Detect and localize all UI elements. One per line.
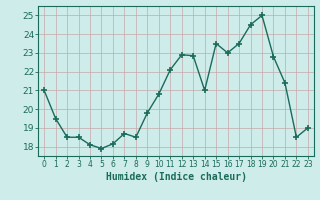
X-axis label: Humidex (Indice chaleur): Humidex (Indice chaleur) bbox=[106, 172, 246, 182]
